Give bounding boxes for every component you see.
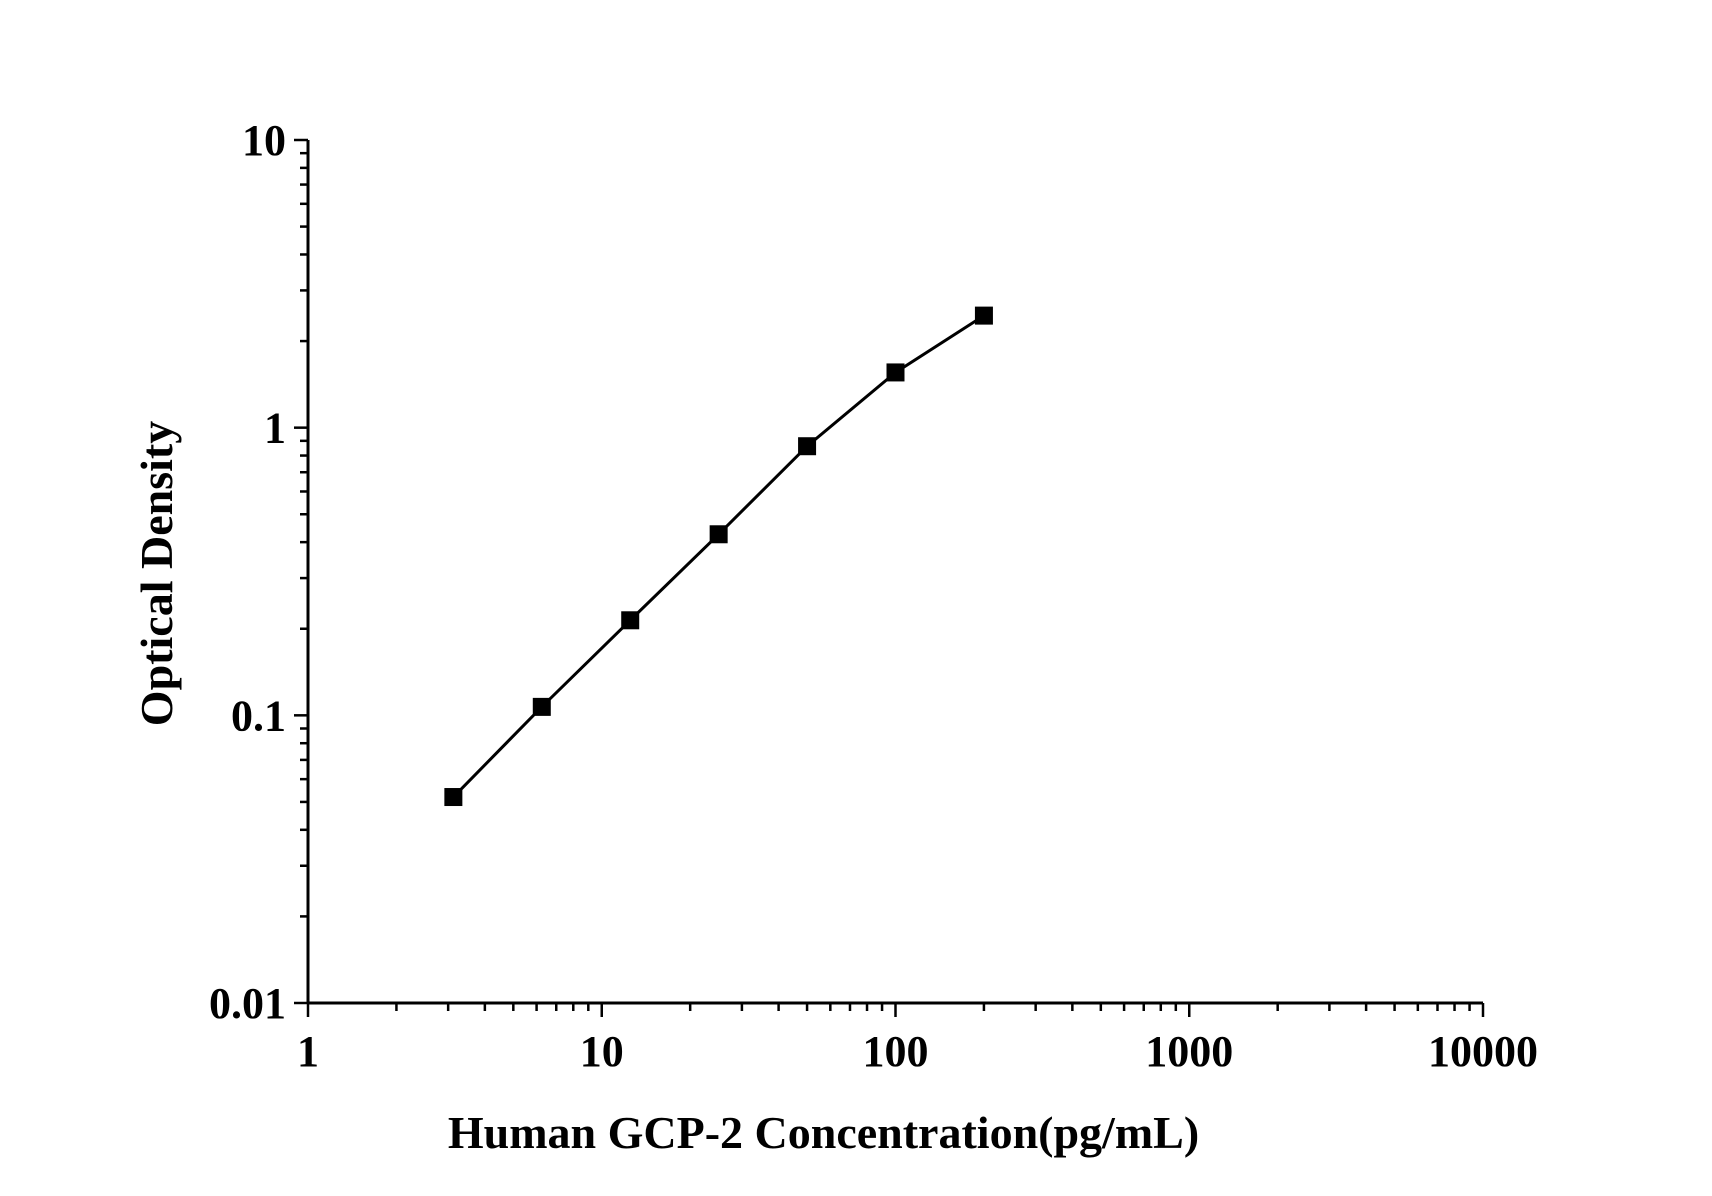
y-axis-tick-labels: 0.01 0.1 1 10 <box>209 116 286 1028</box>
data-point-marker <box>974 306 993 325</box>
axes <box>306 140 1483 1005</box>
y-tick-label: 1 <box>264 404 286 453</box>
y-axis-ticks <box>294 138 308 1005</box>
y-tick-label: 10 <box>242 116 286 165</box>
data-point-marker <box>621 611 640 630</box>
x-tick-label: 10000 <box>1428 1027 1538 1076</box>
data-point-marker <box>798 437 817 456</box>
x-axis-tick-labels: 1 10 100 1000 10000 <box>297 1027 1538 1076</box>
data-point-marker <box>444 788 463 807</box>
y-axis-title: Optical Density <box>131 421 182 726</box>
series-line <box>452 314 985 799</box>
data-point-marker <box>532 697 551 716</box>
y-tick-label: 0.01 <box>209 979 286 1028</box>
y-tick-label: 0.1 <box>231 691 286 740</box>
data-point-marker <box>886 363 905 382</box>
x-axis-title: Human GCP-2 Concentration(pg/mL) <box>448 1107 1199 1158</box>
series <box>444 306 993 807</box>
x-axis-ticks <box>306 1003 1485 1017</box>
x-tick-label: 10 <box>580 1027 624 1076</box>
x-tick-label: 1000 <box>1145 1027 1233 1076</box>
x-tick-label: 1 <box>297 1027 319 1076</box>
x-tick-label: 100 <box>863 1027 929 1076</box>
data-point-marker <box>709 525 728 544</box>
